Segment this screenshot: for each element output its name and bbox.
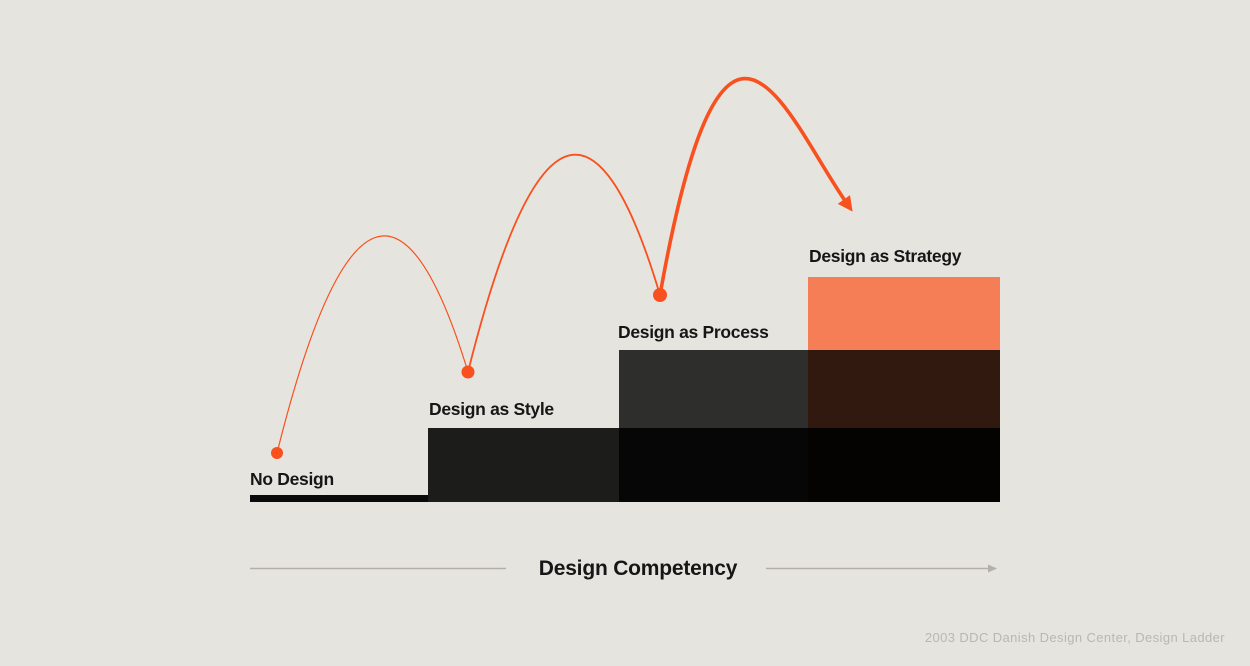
bounce-arc-3 [658,76,853,296]
bounce-dot-3 [653,288,667,302]
overlap-style-process-strategy [808,428,1000,502]
step-blocks [250,277,1000,502]
label-design-as-style: Design as Style [429,399,554,419]
bounce-curve [271,76,853,459]
step-style-block [428,428,619,502]
source-caption: 2003 DDC Danish Design Center, Design La… [924,630,1225,645]
label-design-as-strategy: Design as Strategy [809,246,962,266]
label-no-design: No Design [250,469,334,489]
axis-label-design-competency: Design Competency [538,557,738,580]
step-strategy-block [808,277,1000,350]
label-design-as-process: Design as Process [618,322,769,342]
overlap-process-strategy [808,350,1000,428]
bounce-dot-1 [271,447,283,459]
bounce-arc-1 [276,235,469,454]
overlap-style-process [619,428,808,502]
step-process-block [619,350,808,428]
bounce-arc-2 [467,153,661,373]
step-no-design-bar [250,495,428,502]
bounce-dot-2 [461,365,475,379]
